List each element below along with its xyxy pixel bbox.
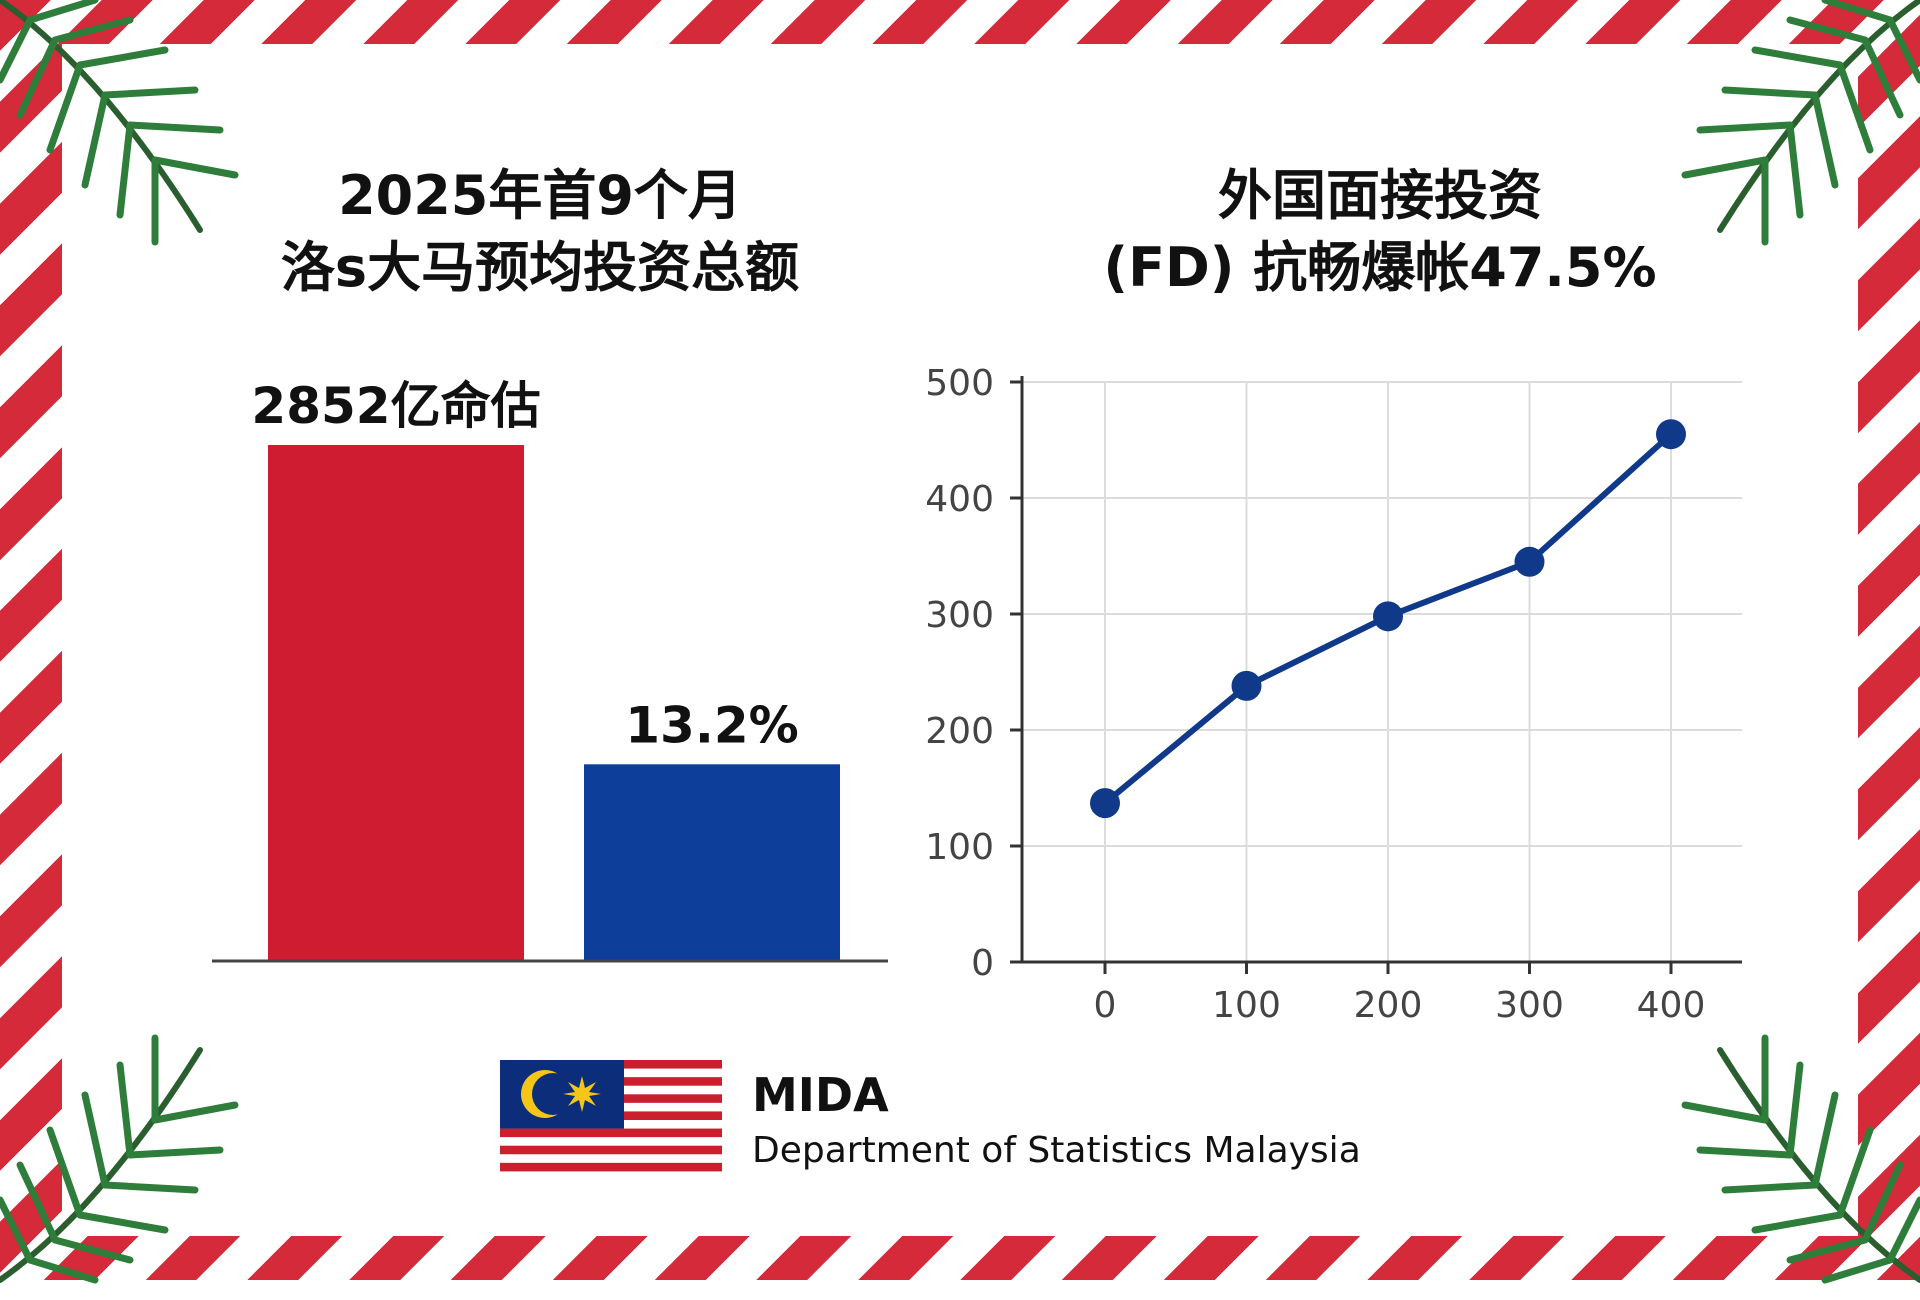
data-point [1514,546,1545,577]
x-tick-label: 0 [1094,985,1117,1026]
y-tick-label: 400 [925,479,994,520]
data-point [1231,670,1262,701]
x-tick-label: 300 [1495,985,1564,1026]
bar-value-label: 13.2% [625,696,798,754]
y-tick-label: 500 [925,363,994,404]
x-tick-label: 400 [1637,985,1706,1026]
x-tick-label: 200 [1354,985,1423,1026]
palm-leaf-icon [0,1034,239,1284]
org-name: MIDA [752,1068,889,1122]
palm-leaf-icon [1681,1034,1920,1284]
palm-leaf-icon [1681,0,1920,246]
bar-value-label: 2852亿命估 [251,377,540,435]
org-subtitle: Department of Statistics Malaysia [752,1130,1361,1171]
data-point [1656,419,1686,450]
line-chart-title: 外国面接投资 (FD) 抗畅爆帐47.5% [1103,164,1657,299]
y-tick-label: 200 [925,711,994,752]
bar-chart-title: 2025年首9个月 洛s大马预均投资总额 [280,164,800,299]
data-point [1373,601,1403,632]
malaysia-flag-icon [500,1060,722,1180]
y-tick-label: 100 [925,827,994,868]
data-point [1090,788,1120,819]
bar [584,764,840,960]
bar [268,445,524,960]
line-chart: 0 100 200 300 400 500 0 100 200 300 400 [925,363,1742,1026]
y-tick-label: 300 [925,595,994,636]
bar-chart: 2852亿命估 13.2% [212,377,888,963]
palm-leaf-icon [0,0,239,246]
y-tick-label: 0 [971,943,994,984]
x-tick-label: 100 [1212,985,1281,1026]
